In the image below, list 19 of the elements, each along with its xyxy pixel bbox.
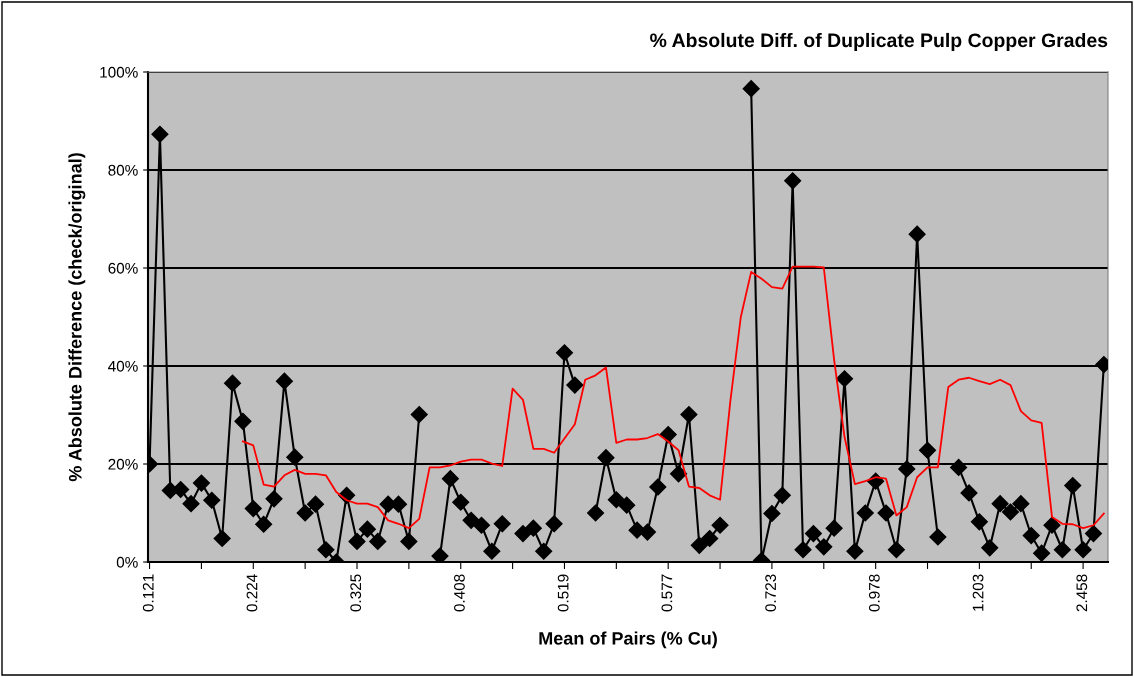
- x-tick-label: 0.408: [454, 574, 465, 612]
- x-tick-label: 0.978: [868, 574, 880, 612]
- x-tick-label: 0.224: [246, 574, 258, 612]
- x-tick-label: 0.723: [765, 574, 777, 612]
- y-axis-title: % Absolute Difference (check/original): [68, 153, 86, 482]
- x-tick-label: 0.577: [661, 574, 673, 612]
- x-tick-label: 0.121: [142, 574, 154, 612]
- x-tick-label: 1.203: [972, 574, 984, 611]
- chart-title: % Absolute Diff. of Duplicate Pulp Copper Grades: [650, 32, 1108, 52]
- y-tick-label: 20%: [108, 458, 138, 470]
- x-axis-title: Mean of Pairs (% Cu): [539, 631, 717, 649]
- x-tick-label: 2.458: [1076, 574, 1088, 612]
- y-tick-label: 100%: [100, 66, 138, 78]
- x-tick-label: 0.325: [350, 574, 362, 612]
- y-tick-label: 80%: [108, 164, 138, 176]
- y-tick-label: 0%: [116, 556, 138, 568]
- y-tick-label: 60%: [108, 262, 138, 274]
- x-tick-label: 0.519: [557, 574, 569, 612]
- y-tick-label: 40%: [108, 360, 138, 372]
